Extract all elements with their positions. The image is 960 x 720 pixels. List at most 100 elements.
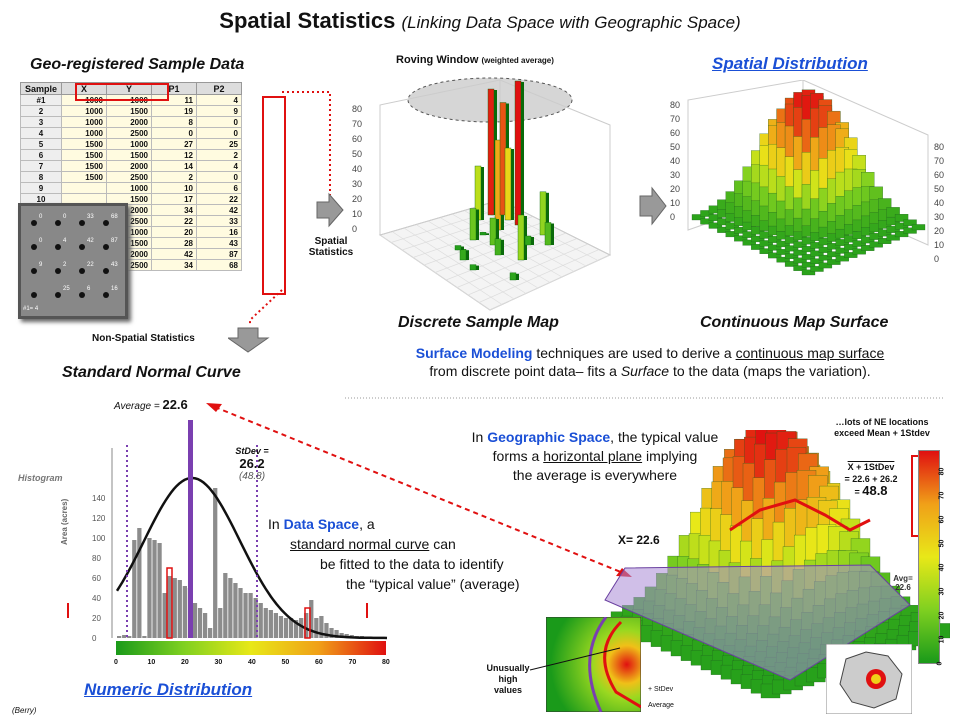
- histogram-bar: [324, 623, 329, 638]
- inset-map: [546, 617, 641, 712]
- surface-block: [861, 245, 875, 251]
- sample-grid-panel: 0 0 33 68 0 4 42 87 9 2 22 43 #1= 4 25 6 16: [18, 203, 128, 319]
- histogram-bar: [273, 613, 279, 638]
- histogram-bar: [137, 528, 142, 638]
- xbar-stdev-l2: = 22.6 + 26.2: [844, 474, 898, 484]
- surface-block: [700, 218, 714, 225]
- sample-bar-side: [501, 239, 504, 255]
- legend-tick: 80: [938, 467, 946, 476]
- connector-to-spatial: [282, 91, 331, 195]
- surface-line2b: to the data (maps the variation).: [672, 363, 871, 379]
- z-tick: 60: [352, 134, 362, 144]
- title-main: Spatial Statistics: [219, 8, 396, 33]
- histogram-bar: [202, 613, 208, 638]
- surface-block: [886, 226, 900, 233]
- sample-bar-side: [476, 209, 479, 240]
- surface-block: [751, 244, 765, 250]
- z-tick: 70: [352, 119, 362, 129]
- z-tick-right: 50: [934, 184, 944, 194]
- xbar-stdev-eq: =: [854, 487, 860, 497]
- spatial-arrow-icon: [316, 192, 344, 228]
- legend-tick: 60: [938, 515, 946, 524]
- x-tick: 10: [147, 659, 156, 666]
- unusual-l2: high: [498, 674, 518, 684]
- sample-bar: [544, 222, 552, 246]
- histogram-bar: [293, 620, 299, 638]
- surface-block: [827, 243, 841, 250]
- z-tick: 40: [352, 164, 362, 174]
- histogram-bar: [258, 603, 263, 638]
- y-tick: 120: [92, 514, 106, 523]
- sample-bar: [479, 232, 487, 236]
- z-tick: 0: [352, 224, 357, 234]
- highlight-bar: [304, 607, 311, 639]
- xbar-label: X= 22.6: [618, 533, 660, 547]
- histogram-y-ticks: 140 120 100 80 60 40 20 0: [92, 448, 113, 643]
- histogram-bar: [177, 580, 182, 638]
- continuous-map-surface: 80 80 70 70 60 60 50 50 40 40 30 30 20 20 10 10 0 0: [670, 80, 944, 276]
- unusual-pointer: [529, 647, 621, 671]
- grid-line: [456, 238, 578, 288]
- sample-point: [55, 268, 61, 274]
- surface-block: [818, 246, 833, 253]
- surface-block: [810, 242, 824, 249]
- numeric-distribution-link[interactable]: Numeric Distribution: [84, 680, 253, 699]
- inset-legend-stdev: + StDev: [648, 686, 674, 693]
- legend-tick: 70: [938, 491, 946, 500]
- gs-p3: the average is everywhere: [512, 467, 678, 483]
- surface-block: [717, 226, 731, 233]
- z-tick-right: 10: [934, 240, 944, 250]
- grid-line: [489, 254, 611, 311]
- histogram-bar: [142, 636, 147, 638]
- sample-bar: [509, 272, 517, 281]
- histogram-bar: [182, 586, 187, 638]
- histogram-overlay: [67, 420, 388, 640]
- sample-bar: [469, 208, 477, 241]
- sample-bar: [524, 235, 532, 246]
- surface-line2a: from discrete point data– fits a: [429, 363, 617, 379]
- surface-block: [886, 234, 900, 241]
- normal-curve: [115, 476, 388, 640]
- surface-block: [768, 244, 782, 251]
- surface-block: [793, 265, 807, 271]
- sample-bar: [494, 238, 502, 256]
- sample-bar: [517, 214, 525, 261]
- spatial-distribution-link[interactable]: Spatial Distribution: [712, 54, 868, 73]
- sample-point: [79, 220, 85, 226]
- sample-bar-side: [486, 233, 489, 235]
- x-tick: 20: [181, 659, 189, 666]
- z-tick-right: 20: [934, 226, 944, 236]
- sample-point-label: 0: [39, 214, 43, 220]
- surface-block: [894, 231, 909, 238]
- avg-small-l2: 22.6: [895, 583, 911, 592]
- histogram-bar: [304, 613, 309, 638]
- gs-p1c: , the typical value: [610, 429, 719, 445]
- avg-small-l1: Avg=: [893, 574, 913, 583]
- histogram-chart: 140 120 100 80 60 40 20 0: [67, 420, 388, 643]
- surface-block: [801, 261, 816, 268]
- ds-p2b: can: [433, 536, 456, 552]
- sample-bar-side: [551, 223, 554, 245]
- table-row: 5 1500 1000 27 25: [20, 138, 242, 150]
- ds-p3: be fitted to the data to identify: [320, 556, 504, 572]
- sample-point: [103, 292, 109, 298]
- sample-point-label: #1= 4: [23, 306, 39, 312]
- roving-window-label: Roving Window (weighted average): [396, 54, 554, 66]
- legend-tick: 0: [936, 661, 944, 666]
- ds-p4: the “typical value” (average): [346, 576, 520, 592]
- z-tick-right: 80: [934, 142, 944, 152]
- surface-block: [911, 224, 926, 231]
- surface-block: [869, 241, 883, 248]
- histogram-bar: [228, 578, 233, 638]
- sample-bar-side: [511, 149, 514, 220]
- grid-line: [467, 243, 589, 296]
- histogram-bar: [238, 588, 243, 638]
- sample-point-label: 9: [39, 262, 43, 268]
- nonspatial-arrow-icon: [228, 327, 270, 353]
- connector-to-nonspatial: [249, 289, 283, 325]
- sample-point-label: 2: [63, 262, 67, 268]
- histogram-bar: [329, 628, 334, 638]
- histogram-bar: [117, 636, 122, 638]
- vertical-legend-ticks: 80 70 60 50 40 30 20 10 0: [936, 450, 952, 666]
- table-cell: 68: [196, 259, 242, 271]
